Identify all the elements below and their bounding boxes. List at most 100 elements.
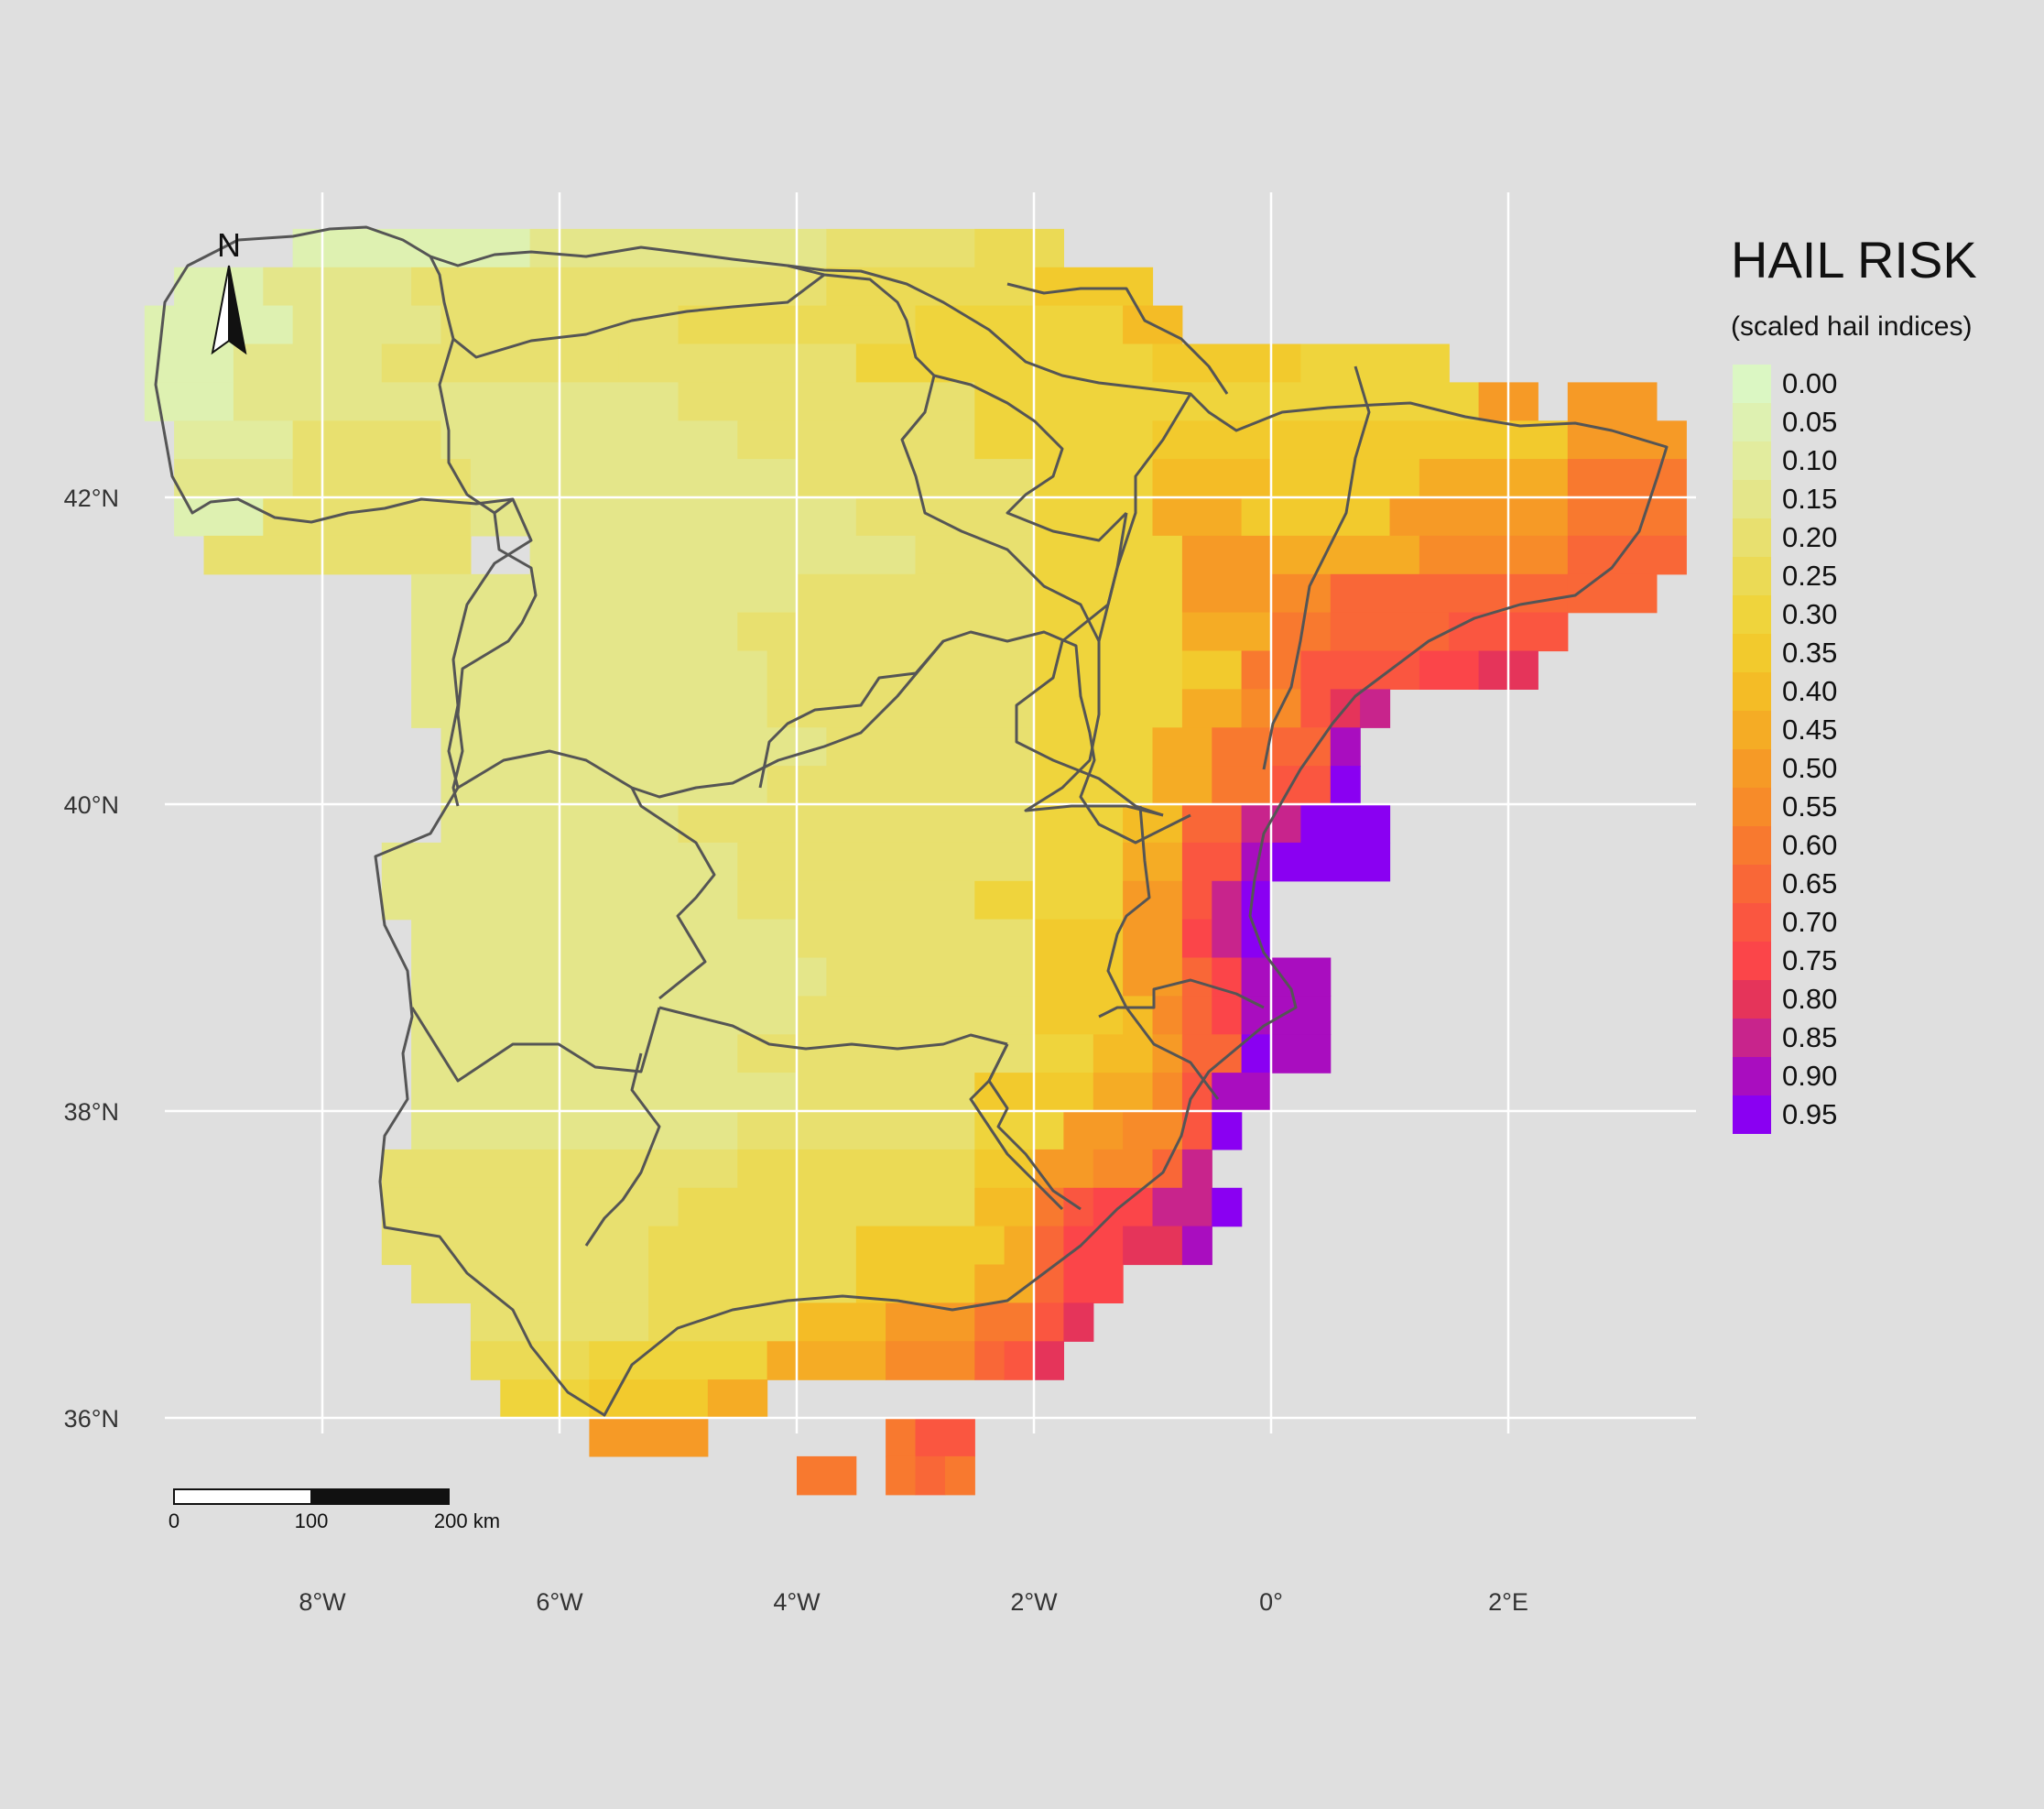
north-arrow: N: [211, 226, 247, 355]
heatmap-cell: [411, 573, 798, 614]
heatmap-cell: [1152, 1073, 1183, 1112]
heatmap-cell: [1093, 1073, 1154, 1112]
heatmap-cell: [1241, 957, 1332, 997]
heatmap-cell: [292, 420, 442, 460]
heatmap-cell: [1212, 1111, 1243, 1150]
heatmap-cell: [1300, 650, 1420, 690]
heatmap-cell: [1181, 842, 1243, 882]
heatmap-cell: [1063, 1302, 1094, 1342]
heatmap-cell: [915, 1455, 946, 1496]
legend-label: 0.65: [1782, 867, 1837, 899]
heatmap-cell: [470, 497, 857, 537]
heatmap-cell: [678, 382, 975, 421]
heatmap-cell: [1034, 1226, 1064, 1266]
heatmap-cell: [826, 957, 1035, 997]
legend-label: 0.35: [1782, 637, 1837, 669]
heatmap-cell: [1063, 1264, 1124, 1303]
region-boundary: [584, 1052, 661, 1247]
heatmap-cell: [1241, 919, 1272, 959]
region-boundary: [410, 1007, 661, 1083]
x-axis-tick-label: 2°E: [1488, 1588, 1528, 1616]
legend-swatch: [1733, 518, 1771, 557]
heatmap-cell: [174, 459, 294, 498]
heatmap-cell: [352, 382, 680, 421]
heatmap-cell: [1271, 766, 1332, 805]
heatmap-cell: [737, 1149, 975, 1189]
heatmap-cell: [855, 1226, 1006, 1266]
heatmap-cell: [1034, 1341, 1064, 1380]
scale-bar-white-segment: [173, 1488, 312, 1505]
heatmap-cell: [1034, 919, 1124, 959]
heatmap-cell: [737, 842, 1035, 882]
heatmap-cell: [1212, 880, 1243, 921]
heatmap-cell: [529, 228, 827, 268]
heatmap-cell: [766, 1341, 886, 1380]
heatmap-cell: [797, 919, 1035, 959]
heatmap-cell: [766, 650, 1035, 690]
heatmap-cell: [886, 1341, 975, 1380]
legend-label: 0.85: [1782, 1021, 1837, 1053]
heatmap-cell: [1181, 1226, 1212, 1266]
heatmap-cell: [766, 766, 1035, 805]
heatmap-cell: [411, 1264, 649, 1303]
heatmap-cell: [233, 343, 383, 383]
north-arrow-label: N: [217, 226, 241, 264]
heatmap-cell: [1123, 1111, 1183, 1150]
x-axis-tick-label: 0°: [1259, 1588, 1283, 1616]
x-axis-tick-label: 2°W: [1010, 1588, 1058, 1616]
heatmap-cell: [1152, 497, 1243, 537]
legend-swatch: [1733, 595, 1771, 634]
legend-items: 0.00 0.05 0.10 0.15 0.20 0.25 0.30 0.35 0.40 0.45…: [1733, 365, 1837, 1134]
heatmap-cell: [1152, 766, 1212, 805]
heatmap-cell: [1212, 919, 1243, 959]
heatmap-cell: [1063, 1111, 1124, 1150]
heatmap-cell: [737, 612, 1035, 652]
heatmap-cell: [707, 1379, 768, 1419]
heatmap-cell: [1181, 612, 1272, 652]
heatmap-cell: [411, 267, 827, 307]
heatmap-cell: [1330, 573, 1569, 614]
heatmap-cell: [1567, 535, 1687, 575]
heatmap-cell: [263, 497, 472, 537]
heatmap-cell: [1567, 459, 1687, 498]
heatmap-cell: [826, 267, 1035, 307]
heatmap-cell: [1330, 612, 1450, 652]
heatmap-cell: [886, 1418, 917, 1457]
heatmap-cell: [648, 1418, 709, 1457]
heatmap-cell: [1152, 459, 1272, 498]
heatmap-cell: [1300, 804, 1391, 844]
country-outline: [154, 225, 1669, 1417]
heatmap-cell: [737, 880, 975, 921]
heatmap-cell: [292, 228, 531, 268]
heatmap-cell: [1330, 727, 1361, 767]
heatmap-cell: [1271, 1034, 1332, 1073]
heatmap-cell: [1212, 1073, 1272, 1112]
heatmap-cell: [411, 957, 827, 997]
region-boundary: [1024, 393, 1192, 817]
legend-label: 0.95: [1782, 1098, 1837, 1130]
heatmap-cell: [974, 1187, 1035, 1227]
heatmap-cell: [411, 1111, 738, 1150]
heatmap-cell: [292, 459, 472, 498]
region-boundary: [451, 512, 538, 807]
heatmap-cell: [1181, 804, 1243, 844]
scale-bar-black-segment: [310, 1488, 450, 1505]
legend-label: 0.45: [1782, 714, 1837, 746]
heatmap-cell: [1241, 880, 1272, 921]
region-boundary: [787, 264, 1101, 642]
legend-swatch: [1733, 711, 1771, 749]
legend-swatch: [1733, 403, 1771, 441]
heatmap-cell: [974, 1149, 1035, 1189]
heatmap-cell: [1181, 650, 1243, 690]
heatmap-cell: [944, 1418, 975, 1457]
legend-swatch: [1733, 365, 1771, 403]
legend-label: 0.75: [1782, 944, 1837, 976]
heatmap-cell: [589, 1379, 709, 1419]
heatmap-cell: [1271, 573, 1332, 614]
region-boundary: [1106, 805, 1220, 1100]
scale-bar-label-0: 0: [169, 1509, 179, 1532]
region-boundary: [987, 1043, 1082, 1211]
heatmap-cell: [1152, 727, 1212, 767]
heatmap-cell: [1034, 267, 1154, 307]
north-arrow-icon-half: [228, 265, 247, 355]
